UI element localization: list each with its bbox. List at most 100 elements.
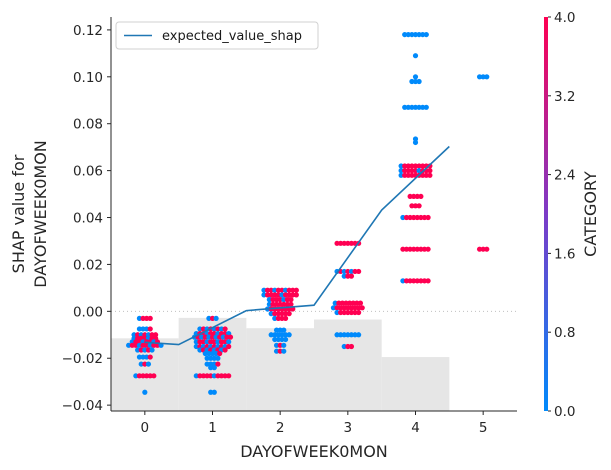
scatter-point — [275, 315, 281, 321]
scatter-point — [427, 168, 433, 174]
scatter-point — [129, 342, 135, 348]
scatter-point — [338, 309, 344, 316]
scatter-point — [398, 172, 404, 178]
scatter-point — [202, 334, 208, 340]
scatter-point — [144, 373, 150, 379]
scatter-point — [226, 339, 232, 345]
scatter-point — [268, 311, 274, 317]
legend-label: expected_value_shap — [162, 29, 302, 44]
scatter-point — [284, 297, 290, 303]
axes-layer: −0.04 −0.02 0.00 0.02 0.04 0.06 0.08 0.10 0.12 0 1… — [9, 17, 517, 461]
scatter-point — [427, 172, 433, 178]
scatter-point — [412, 168, 419, 174]
scatter-point — [348, 343, 355, 350]
scatter-point — [416, 163, 422, 169]
scatter-point — [356, 268, 362, 275]
scatter-point — [199, 334, 205, 340]
x-tick-label: 3 — [344, 420, 353, 436]
scatter-point — [282, 292, 289, 298]
scatter-point — [279, 287, 285, 293]
scatter-point — [420, 163, 426, 169]
scatter-point — [218, 373, 225, 379]
scatter-point — [405, 31, 411, 38]
scatter-point — [193, 339, 199, 345]
scatter-point — [290, 292, 296, 298]
scatter-point — [151, 342, 157, 348]
scatter-point — [140, 354, 146, 360]
scatter-point — [140, 342, 146, 348]
scatter-point — [402, 168, 408, 174]
scatter-point — [275, 287, 281, 293]
scatter-point — [277, 297, 283, 303]
scatter-point — [286, 311, 292, 317]
scatter-point — [217, 334, 223, 340]
scatter-point — [211, 339, 217, 345]
scatter-point — [279, 315, 285, 321]
scatter-point — [268, 332, 274, 338]
scatter-point — [332, 300, 338, 306]
scatter-point — [273, 327, 280, 333]
scatter-point — [202, 350, 208, 357]
scatter-point — [213, 334, 219, 340]
scatter-point — [209, 350, 216, 357]
y-tick-label: 0.10 — [73, 70, 103, 86]
colorbar-tick-label: 0.0 — [554, 404, 575, 420]
scatter-point — [338, 240, 344, 246]
scatter-point — [144, 354, 150, 360]
scatter-point — [142, 361, 148, 367]
scatter-point — [147, 326, 153, 332]
scatter-point — [402, 104, 408, 110]
scatter-point — [277, 342, 283, 348]
scatter-point — [418, 214, 424, 221]
scatter-point — [273, 342, 280, 348]
colorbar-tick-label: 0.8 — [554, 325, 575, 341]
scatter-point — [204, 361, 210, 367]
scatter-point — [403, 278, 410, 284]
scatter-point — [264, 287, 271, 293]
scatter-point — [484, 246, 490, 252]
scatter-point — [270, 301, 276, 307]
y-axis-title-line: SHAP value for — [9, 154, 28, 273]
scatter-point — [272, 287, 278, 293]
scatter-point — [272, 336, 278, 343]
scatter-point — [136, 373, 143, 379]
scatter-point — [414, 193, 420, 200]
scatter-point — [341, 268, 347, 275]
colorbar-tick-label: 1.6 — [554, 246, 575, 262]
scatter-point — [286, 292, 292, 298]
scatter-point — [273, 297, 280, 303]
y-tick-label: 0.00 — [73, 304, 103, 320]
x-tick-label: 2 — [276, 420, 285, 436]
scatter-point — [208, 389, 214, 395]
scatter-point — [211, 373, 217, 379]
scatter-point — [418, 246, 424, 252]
scatter-point — [421, 278, 428, 284]
scatter-point — [200, 326, 207, 332]
y-tick-label: −0.02 — [62, 351, 103, 367]
scatter-point — [341, 305, 347, 311]
scatter-point — [402, 31, 408, 38]
scatter-point — [206, 315, 212, 321]
scatter-point — [208, 365, 214, 371]
scatter-point — [275, 332, 281, 338]
scatter-point — [416, 78, 422, 85]
scatter-point — [411, 278, 417, 284]
scatter-point — [277, 348, 283, 354]
scatter-point — [218, 326, 225, 332]
scatter-point — [412, 53, 419, 59]
scatter-point — [339, 300, 346, 306]
scatter-point — [341, 240, 347, 246]
scatter-point — [402, 163, 408, 169]
scatter-point — [405, 172, 411, 178]
scatter-point — [215, 339, 221, 345]
scatter-point — [350, 300, 356, 306]
scatter-point — [343, 300, 349, 306]
scatter-point — [338, 305, 344, 311]
scatter-point — [418, 278, 424, 284]
scatter-point — [270, 297, 276, 303]
scatter-point — [411, 246, 417, 252]
scatter-point — [334, 332, 340, 338]
scatter-point — [282, 315, 289, 321]
scatter-point — [341, 309, 347, 316]
colorbar-title: CATEGORY — [581, 171, 600, 257]
